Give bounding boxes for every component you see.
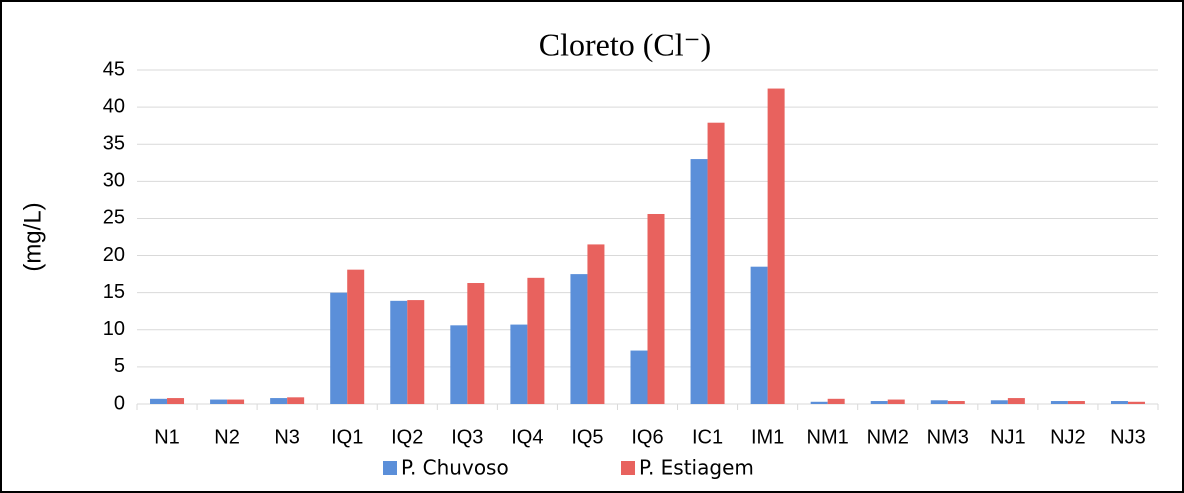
y-tick-label: 15 — [103, 281, 125, 303]
chart-title: Cloreto (Cl⁻) — [539, 26, 711, 62]
x-tick-label: NM1 — [807, 426, 849, 448]
y-tick-label: 10 — [103, 318, 125, 340]
bar — [930, 400, 948, 404]
bar — [167, 398, 185, 404]
bar — [227, 399, 245, 404]
x-tick-label: IQ5 — [571, 426, 603, 448]
x-tick-label: IQ3 — [451, 426, 483, 448]
x-tick-label: NJ1 — [990, 426, 1026, 448]
x-tick-label: IQ1 — [331, 426, 363, 448]
bar — [1067, 401, 1085, 404]
bar — [527, 277, 545, 404]
bar — [407, 300, 425, 404]
bar — [287, 397, 305, 404]
bar — [510, 324, 528, 404]
bar — [1050, 401, 1068, 404]
y-tick-label: 25 — [103, 207, 125, 229]
legend-label: P. Estiagem — [639, 456, 754, 480]
x-tick-label: IQ2 — [391, 426, 423, 448]
x-tick-label: IQ4 — [511, 426, 543, 448]
bar — [827, 398, 845, 404]
y-tick-label: 45 — [103, 58, 125, 80]
bar — [647, 213, 665, 404]
y-tick-label: 20 — [103, 244, 125, 266]
bar — [570, 274, 588, 404]
bar — [270, 398, 288, 404]
x-tick-label: IQ6 — [631, 426, 663, 448]
legend-swatch — [621, 461, 635, 475]
bar — [1110, 401, 1128, 404]
y-tick-label: 40 — [103, 95, 125, 117]
bar — [330, 292, 348, 404]
x-tick-label: NM3 — [927, 426, 969, 448]
bar — [390, 300, 408, 404]
bar — [810, 401, 828, 404]
y-axis-label: (mg/L) — [19, 202, 46, 271]
x-tick-label: IC1 — [692, 426, 723, 448]
bar — [467, 283, 485, 404]
bar — [1127, 401, 1145, 404]
bar — [870, 401, 888, 404]
bar — [1007, 398, 1025, 404]
bar — [947, 401, 965, 404]
x-tick-label: N3 — [274, 426, 300, 448]
y-tick-label: 30 — [103, 170, 125, 192]
y-tick-label: 0 — [114, 392, 125, 414]
bar — [150, 398, 168, 404]
bar — [630, 350, 648, 404]
x-tick-label: NJ2 — [1050, 426, 1086, 448]
y-tick-label: 35 — [103, 133, 125, 155]
y-tick-label: 5 — [114, 355, 125, 377]
bar — [767, 88, 785, 405]
x-tick-label: NM2 — [867, 426, 909, 448]
bar — [210, 399, 228, 404]
legend-swatch — [383, 461, 397, 475]
bar — [707, 122, 725, 404]
bar — [990, 400, 1008, 404]
bar — [887, 399, 905, 404]
x-tick-label: N2 — [214, 426, 240, 448]
bar — [690, 159, 708, 404]
bar — [587, 244, 605, 404]
x-tick-label: IM1 — [751, 426, 784, 448]
bar — [750, 266, 768, 404]
x-tick-label: NJ3 — [1110, 426, 1146, 448]
bar — [347, 269, 365, 404]
bar — [450, 325, 468, 404]
x-tick-label: N1 — [154, 426, 180, 448]
legend-label: P. Chuvoso — [401, 456, 509, 480]
